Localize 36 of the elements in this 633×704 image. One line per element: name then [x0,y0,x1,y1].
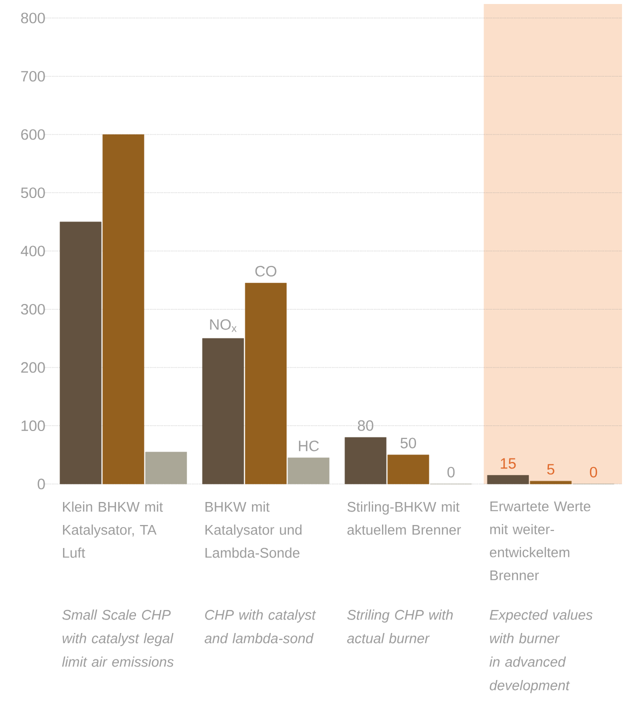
bar [202,338,244,484]
y-tick-label: 700 [21,70,45,82]
series-label: NO$_{x}$ [210,319,237,332]
x-tick-label: Stirling-BHKW mit aktuellem Brenner [347,502,461,535]
x-tick-label: Erwartete Werte mit weiter-entwickeltem Brenner [490,502,590,580]
bar [487,475,529,484]
y-tick-label: 500 [21,187,45,198]
bar [60,222,102,484]
data-label: 5 [547,464,554,475]
x-tick-label: Klein BHKW mit Katalysator, TA Luft [63,502,163,558]
y-tick-label: 600 [21,129,45,140]
text: Small Scale CHP with catalyst legal limit air emissions [62,610,174,667]
bar [245,282,287,484]
bar [344,437,386,484]
data-label: 80 [358,420,374,431]
y-tick-label: 0 [38,478,45,490]
series-label: CO [255,266,276,276]
data-label: 0 [447,466,455,478]
text: Expected values with burner in advanced development [490,610,593,694]
x-tick-label: BHKW mit Katalysator und Lambda-Sonde [206,502,302,558]
y-tick-label: 300 [21,304,45,315]
bar [288,458,330,484]
bar [387,454,430,484]
bar [145,452,187,484]
y-tick-label: 400 [20,246,45,256]
bar [102,134,144,484]
data-label: 50 [400,438,416,448]
series-label: HC [298,440,319,452]
bar [530,480,572,484]
y-tick-label: 200 [21,362,45,373]
data-label: 15 [500,458,516,469]
text: Striling CHP with actual burner [347,610,453,644]
data-label: 0 [590,466,598,478]
text: CHP with catalyst and lambda-sond [204,610,316,644]
y-tick-label: 800 [21,12,45,24]
y-tick-label: 100 [22,420,45,432]
